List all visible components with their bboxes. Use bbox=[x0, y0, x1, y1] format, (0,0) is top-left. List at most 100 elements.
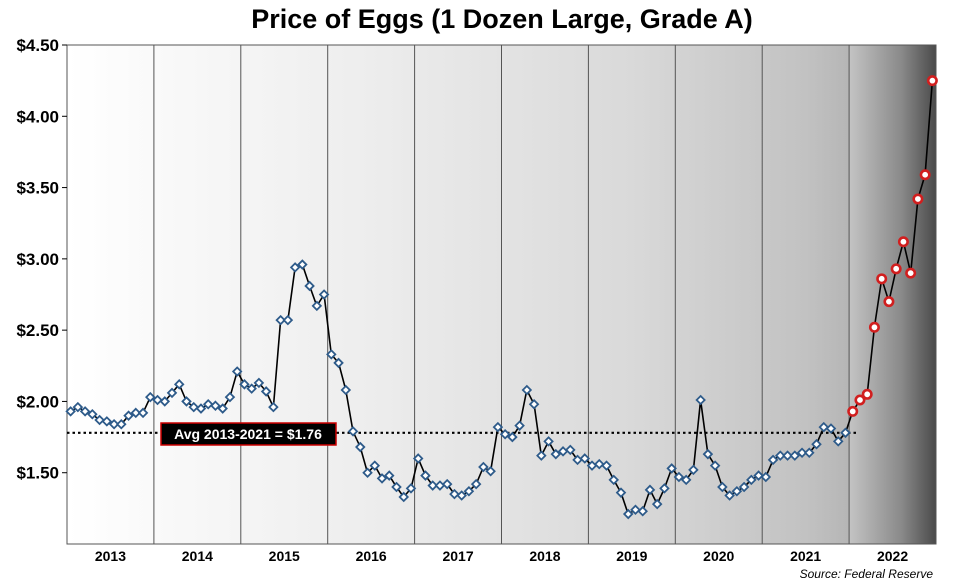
y-tick-label: $2.00 bbox=[16, 392, 59, 411]
data-point bbox=[492, 421, 504, 433]
data-point bbox=[108, 418, 120, 430]
data-point bbox=[72, 401, 84, 413]
data-point bbox=[746, 474, 757, 486]
plot-border bbox=[66, 44, 937, 545]
data-point bbox=[601, 460, 612, 471]
data-point bbox=[760, 471, 772, 483]
data-point bbox=[333, 357, 344, 369]
data-point bbox=[210, 400, 221, 411]
data-point bbox=[825, 423, 837, 434]
data-point bbox=[391, 481, 402, 493]
data-point bbox=[217, 403, 228, 414]
data-point bbox=[441, 478, 453, 490]
data-point-recent bbox=[883, 296, 895, 308]
data-point bbox=[326, 349, 337, 360]
data-point bbox=[412, 453, 424, 464]
data-point bbox=[253, 377, 265, 389]
data-point bbox=[550, 448, 562, 460]
data-point bbox=[731, 485, 743, 497]
data-point bbox=[485, 466, 496, 477]
x-tick-label: 2017 bbox=[442, 548, 473, 564]
data-point bbox=[65, 406, 76, 417]
data-point bbox=[630, 504, 641, 516]
data-point bbox=[579, 453, 591, 464]
data-point bbox=[811, 438, 822, 450]
data-point bbox=[145, 391, 156, 403]
data-point bbox=[318, 289, 330, 300]
data-point bbox=[355, 441, 366, 453]
data-point bbox=[659, 483, 670, 494]
data-point bbox=[543, 436, 554, 447]
data-point bbox=[651, 498, 663, 510]
data-point bbox=[775, 450, 786, 461]
source-note: Source: Federal Reserve bbox=[800, 567, 934, 581]
data-point bbox=[456, 490, 467, 501]
data-point bbox=[369, 460, 381, 471]
data-point bbox=[275, 314, 286, 326]
chart-title: Price of Eggs (1 Dozen Large, Grade A) bbox=[251, 4, 753, 34]
data-point-recent bbox=[868, 321, 880, 333]
data-point bbox=[347, 426, 359, 437]
data-point bbox=[695, 394, 706, 406]
data-point-recent bbox=[926, 75, 938, 87]
data-point bbox=[818, 421, 830, 433]
data-point bbox=[767, 454, 779, 466]
data-point bbox=[101, 416, 113, 427]
data-point bbox=[224, 391, 236, 403]
y-tick-label: $2.50 bbox=[16, 321, 59, 340]
data-point bbox=[152, 394, 163, 406]
data-point bbox=[593, 458, 605, 470]
data-point bbox=[507, 431, 518, 443]
data-point bbox=[282, 314, 294, 326]
data-point bbox=[304, 280, 315, 292]
data-point bbox=[702, 448, 714, 460]
series bbox=[65, 75, 938, 520]
data-point bbox=[608, 474, 620, 486]
data-point bbox=[840, 427, 851, 439]
data-point-recent bbox=[897, 236, 909, 248]
x-tick-label: 2019 bbox=[616, 548, 647, 564]
plot-background-2022 bbox=[849, 45, 936, 544]
data-point bbox=[427, 480, 438, 491]
data-point bbox=[463, 485, 475, 497]
data-point bbox=[173, 379, 185, 390]
data-point bbox=[340, 384, 352, 396]
average-label-box bbox=[160, 422, 337, 446]
data-point-recent bbox=[905, 267, 917, 279]
average-label: Avg 2013-2021 = $1.76 bbox=[160, 422, 337, 446]
data-point bbox=[499, 428, 511, 440]
x-tick-label: 2018 bbox=[529, 548, 560, 564]
data-point bbox=[246, 383, 257, 394]
data-point bbox=[231, 366, 243, 377]
data-point bbox=[260, 386, 272, 397]
data-point bbox=[383, 470, 395, 481]
y-tick-label: $3.00 bbox=[16, 250, 59, 269]
data-point bbox=[289, 262, 301, 273]
data-point bbox=[159, 396, 171, 407]
data-point bbox=[166, 387, 178, 399]
data-point bbox=[536, 450, 547, 461]
data-point bbox=[528, 399, 540, 410]
data-point bbox=[376, 473, 388, 484]
data-point bbox=[709, 460, 721, 471]
data-point bbox=[202, 399, 214, 410]
data-point bbox=[803, 447, 815, 459]
y-tick-label: $3.50 bbox=[16, 179, 59, 198]
data-point-recent bbox=[919, 169, 931, 181]
data-point-recent bbox=[890, 263, 902, 275]
data-point bbox=[644, 484, 656, 496]
data-point bbox=[782, 450, 793, 461]
data-point bbox=[398, 491, 410, 503]
data-point bbox=[130, 407, 142, 419]
data-point bbox=[832, 436, 844, 447]
data-point bbox=[789, 450, 801, 461]
data-point bbox=[449, 488, 460, 500]
data-point bbox=[521, 384, 533, 396]
y-tick-label: $4.50 bbox=[16, 36, 59, 55]
data-point-recent bbox=[876, 273, 888, 285]
data-point bbox=[666, 463, 677, 474]
average-label-text: Avg 2013-2021 = $1.76 bbox=[174, 426, 322, 442]
data-point bbox=[116, 418, 127, 430]
data-point-recent bbox=[854, 394, 866, 406]
